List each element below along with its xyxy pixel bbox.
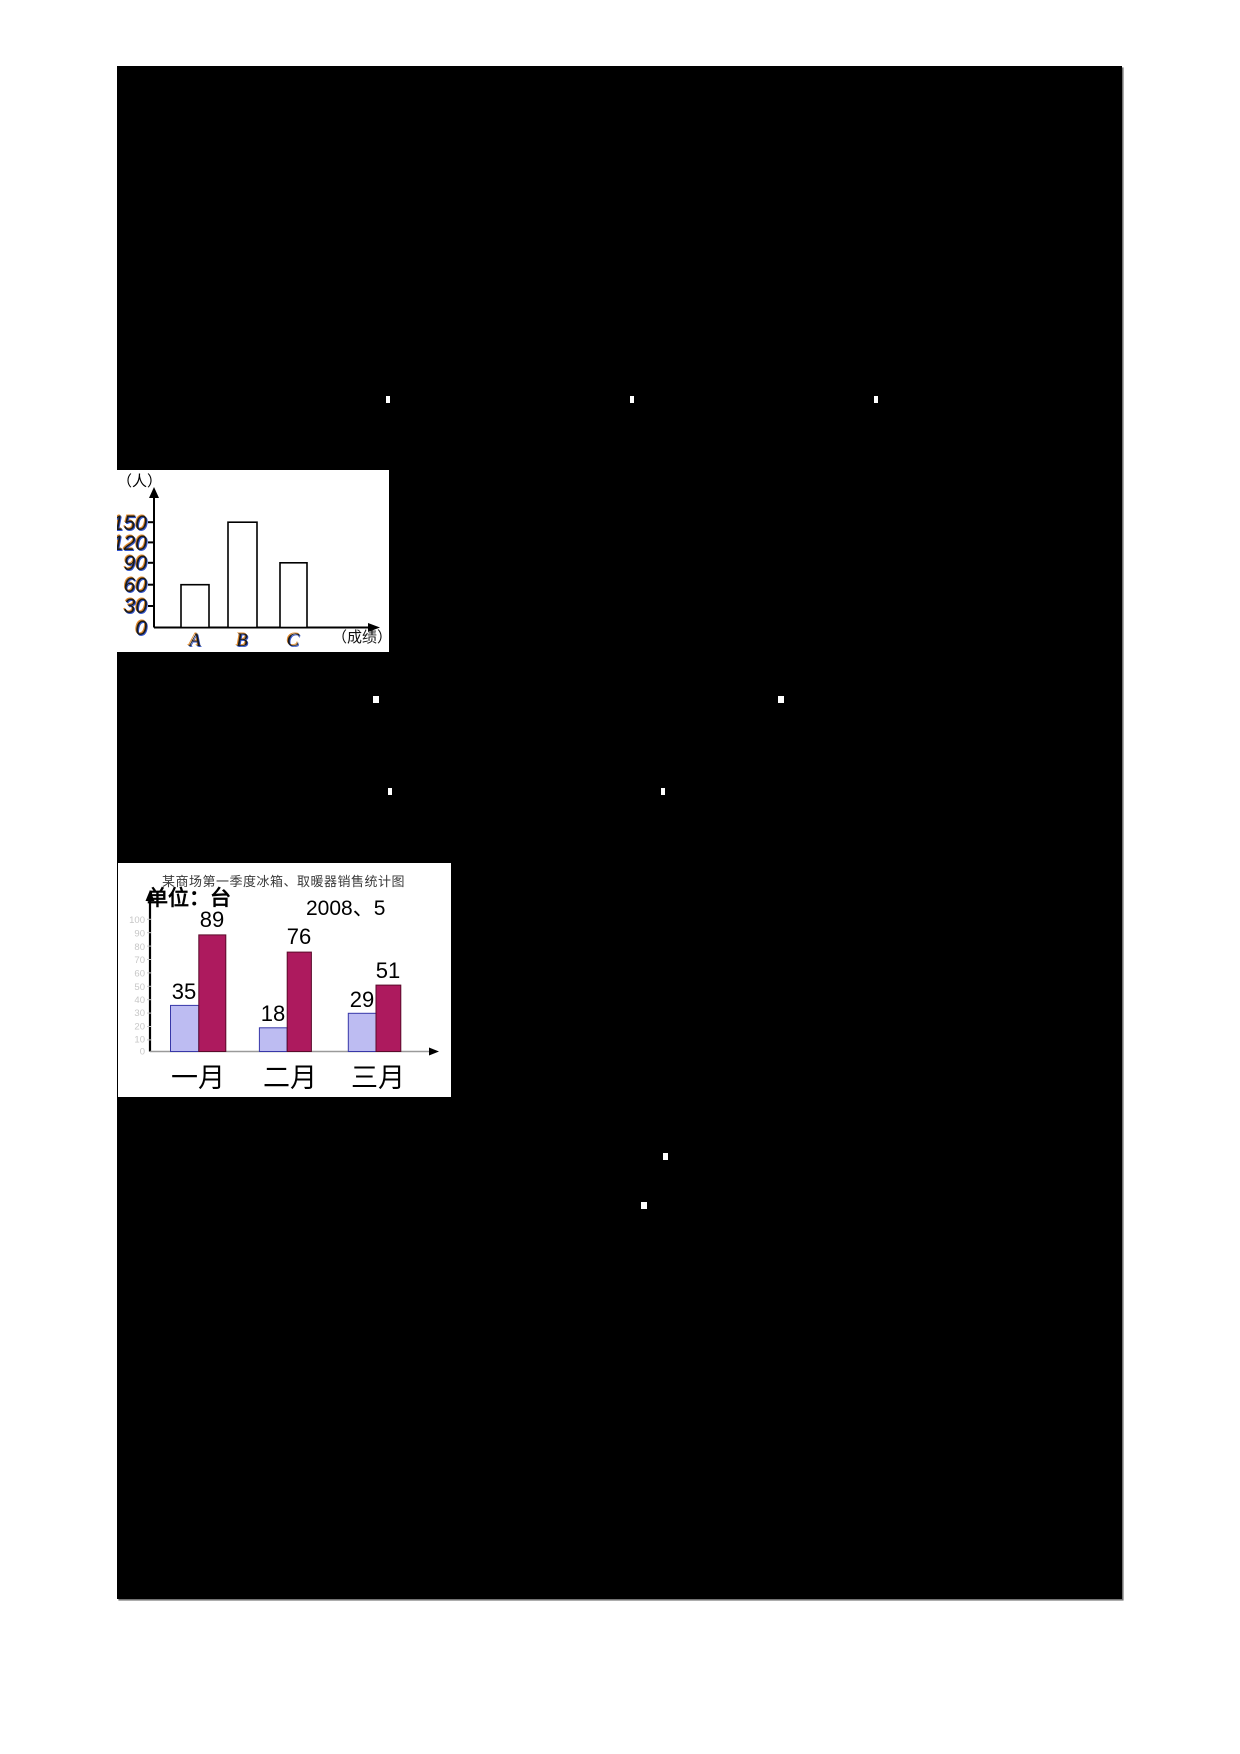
- svg-text:30: 30: [124, 595, 148, 618]
- svg-text:100: 100: [129, 915, 145, 926]
- svg-text:90: 90: [134, 929, 145, 940]
- svg-text:0: 0: [135, 617, 147, 640]
- svg-text:三月: 三月: [351, 1063, 405, 1093]
- svg-text:一月: 一月: [171, 1063, 225, 1093]
- svg-text:20: 20: [134, 1022, 145, 1033]
- svg-text:40: 40: [134, 995, 145, 1006]
- svg-text:18: 18: [261, 1001, 285, 1026]
- svg-text:2008、5: 2008、5: [306, 897, 385, 920]
- svg-text:35: 35: [172, 979, 196, 1004]
- svg-text:二月: 二月: [263, 1063, 317, 1093]
- svg-text:50: 50: [134, 982, 145, 993]
- svg-text:B: B: [236, 630, 248, 651]
- svg-text:10: 10: [134, 1035, 145, 1046]
- svg-text:89: 89: [200, 907, 224, 932]
- svg-text:90: 90: [124, 552, 148, 575]
- svg-text:70: 70: [134, 955, 145, 966]
- svg-text:30: 30: [134, 1008, 145, 1019]
- svg-text:80: 80: [134, 942, 145, 953]
- svg-text:76: 76: [287, 924, 311, 949]
- svg-text:（成绩）: （成绩）: [332, 629, 389, 646]
- svg-text:29: 29: [350, 987, 374, 1012]
- svg-text:60: 60: [134, 969, 145, 980]
- svg-text:A: A: [187, 630, 201, 651]
- svg-text:C: C: [287, 630, 300, 651]
- svg-text:51: 51: [376, 958, 400, 983]
- svg-text:0: 0: [140, 1047, 145, 1058]
- svg-text:（人）: （人）: [117, 473, 162, 490]
